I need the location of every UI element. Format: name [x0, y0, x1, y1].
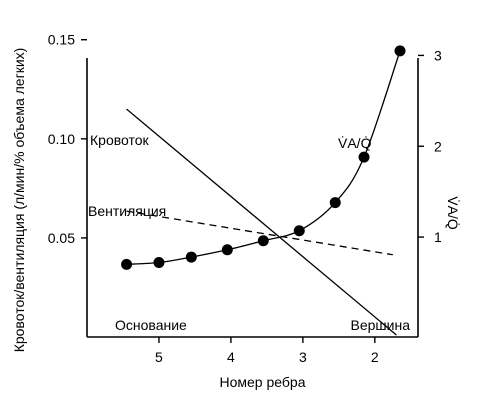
base-label: Основание — [115, 317, 187, 333]
plot-area — [121, 45, 406, 336]
x-tick-label: 3 — [299, 349, 307, 365]
va-q-point — [257, 235, 269, 247]
va-q-point — [358, 151, 370, 163]
va-q-point — [153, 257, 165, 269]
blood-flow-label: Кровоток — [90, 132, 150, 148]
va-q-point — [394, 45, 406, 57]
va-q-point — [221, 244, 233, 256]
x-tick-label: 2 — [371, 349, 379, 365]
y-right-axis-title: V̇A/Q̇ — [445, 196, 461, 230]
y-right-tick-label: 3 — [434, 47, 442, 63]
y-right-tick-label: 1 — [434, 229, 442, 245]
x-tick-label: 4 — [227, 349, 235, 365]
x-axis-title: Номер ребра — [220, 374, 306, 390]
apex-label: Вершина — [351, 317, 411, 333]
y-left-tick-label: 0.15 — [48, 32, 75, 48]
va-q-label: V̇A/Q̇ — [338, 135, 372, 151]
ventilation-line — [126, 210, 393, 256]
y-left-tick-label: 0.05 — [48, 230, 75, 246]
y-left-tick-label: 0.10 — [48, 131, 75, 147]
va-q-point — [185, 251, 197, 263]
blood-flow-line — [126, 108, 397, 336]
x-tick-label: 5 — [155, 349, 163, 365]
y-right-tick-label: 2 — [434, 138, 442, 154]
ventilation-label: Вентиляция — [88, 203, 166, 219]
va-q-point — [293, 225, 305, 237]
va-q-point — [329, 197, 341, 209]
va-q-point — [121, 258, 133, 270]
labels: Номер ребра Кровоток/вентиляция (л/мин/% … — [11, 48, 461, 390]
y-left-axis-title: Кровоток/вентиляция (л/мин/% объема легк… — [11, 48, 27, 353]
axes: 0.05 0.10 0.15 1 2 3 5 4 3 2 — [48, 32, 442, 365]
